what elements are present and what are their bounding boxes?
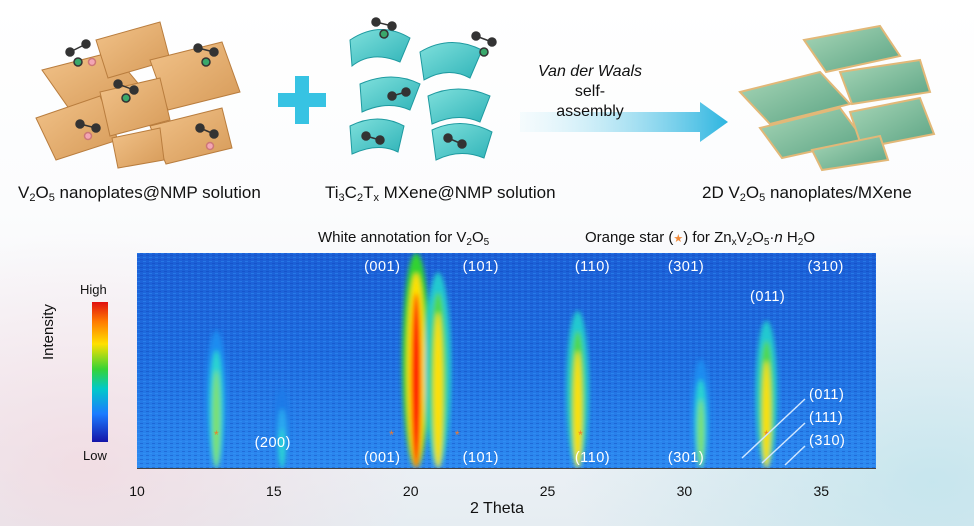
pointer-arrow: [741, 398, 806, 459]
top-peak-label: (310): [807, 259, 844, 275]
right-peak-label: (111): [809, 410, 844, 426]
x-axis-label: 2 Theta: [470, 500, 524, 517]
arrow-caption: Van der Waals self- assembly: [537, 63, 643, 120]
bottom-peak-label: (301): [667, 450, 705, 466]
v2o5-nanoplates: [35, 21, 241, 169]
colorbar: [92, 302, 108, 442]
mxene-sheets: [349, 29, 493, 161]
orange-star-marker: *: [455, 428, 460, 442]
x-tick-label: 20: [402, 483, 419, 499]
x-tick-label: 15: [266, 483, 282, 499]
heatmap-peak: [274, 388, 290, 468]
colorbar-low-label: Low: [83, 448, 107, 463]
caption-composite: 2D V2O5 nanoplates/MXene: [702, 183, 912, 204]
right-peak-label: (011): [809, 387, 845, 403]
x-tick-label: 10: [129, 483, 145, 499]
top-peak-label: (110): [574, 259, 611, 275]
colorbar-high-label: High: [80, 282, 107, 297]
heatmap-peak: [402, 253, 431, 468]
top-peak-label: (101): [462, 259, 499, 275]
x-axis-line: [137, 468, 876, 469]
x-tick-label: 25: [539, 483, 556, 499]
bottom-peak-label: (101): [462, 450, 499, 466]
pointer-arrow: [784, 445, 806, 466]
plus-sign: [295, 76, 309, 124]
orange-star-marker: *: [214, 428, 219, 442]
orange-star-marker: *: [389, 428, 394, 442]
y-axis-label: Intensity: [40, 304, 57, 360]
white-annotation-legend: White annotation for V2O5: [318, 229, 490, 248]
composite-stack: [738, 24, 936, 172]
top-peak-label: (301): [667, 259, 705, 275]
top-peak-label: (011): [749, 289, 786, 305]
right-peak-label: (310): [809, 433, 846, 449]
heatmap-peak: [566, 311, 589, 468]
bottom-peak-label: (001): [364, 450, 401, 466]
orange-star-legend: Orange star (★) for ZnxV2O5·n H2O: [585, 229, 815, 248]
schematic-illustration: [35, 17, 936, 172]
bottom-peak-label: (110): [574, 450, 611, 466]
caption-mxene: Ti3C2Tx MXene@NMP solution: [325, 183, 556, 204]
heatmap-peak: [424, 272, 452, 468]
pointer-arrow: [761, 422, 806, 464]
heatmap-svg: *****: [137, 253, 876, 468]
x-tick-label: 35: [813, 483, 830, 499]
assembly-arrow: [520, 102, 728, 142]
x-tick-label: 30: [676, 483, 693, 499]
bottom-peak-label: (200): [254, 435, 291, 451]
caption-v2o5: V2O5 nanoplates@NMP solution: [18, 183, 261, 204]
heatmap-peak: [205, 330, 227, 468]
heatmap-peak: [755, 320, 778, 468]
top-peak-label: (001): [364, 259, 401, 275]
nmp-molecules: [65, 17, 497, 151]
xrd-heatmap: ***** (001)(101)(110)(301)(011)(310) (20…: [137, 253, 876, 468]
orange-star-marker: *: [578, 428, 583, 442]
heatmap-peak: [691, 359, 710, 468]
